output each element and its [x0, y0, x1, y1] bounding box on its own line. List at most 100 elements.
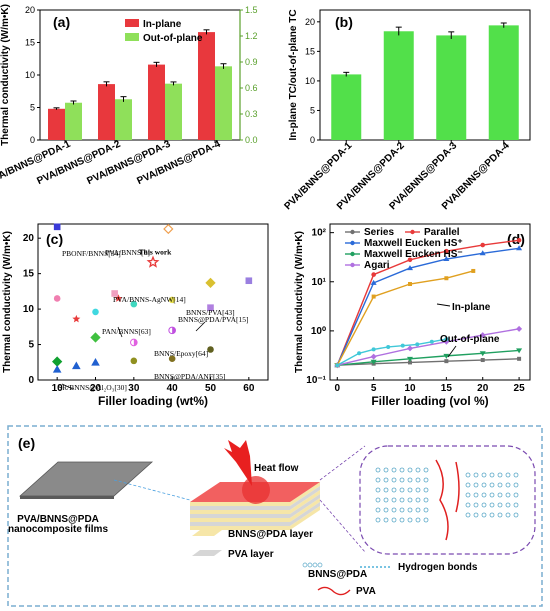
series-marker: [407, 345, 413, 352]
guide-line: [319, 499, 366, 553]
bar-in-plane: [148, 64, 165, 140]
bnns-node: [375, 517, 381, 523]
x-tick-label: PVA/BNNS@PDA-4: [135, 139, 222, 187]
y-tick-label: 10: [305, 76, 315, 86]
legend-marker: [410, 229, 415, 235]
bar-out-of-plane: [115, 99, 132, 140]
y-tick-label: 15: [25, 38, 35, 48]
data-point: [168, 355, 176, 363]
series-marker: [517, 356, 522, 361]
legend-swatch-bnns-layer: [192, 530, 222, 536]
panel-label: (b): [335, 14, 353, 30]
legend-swatch-pva-layer: [192, 550, 222, 556]
film-edge: [20, 496, 114, 499]
y-tick-label: 10: [25, 70, 35, 80]
heat-flow-label: Heat flow: [254, 463, 299, 474]
block-layer: [190, 490, 320, 514]
annotation-arrow: [436, 303, 451, 307]
bnns-node: [415, 497, 421, 503]
bnns-node: [497, 482, 503, 488]
bnns-node: [399, 497, 405, 503]
legend-swatch-in-plane: [125, 19, 139, 27]
series-marker: [407, 356, 413, 362]
bnns-node: [473, 492, 479, 498]
bnns-node: [375, 467, 381, 473]
series-marker: [480, 242, 486, 248]
data-point-half: [172, 327, 176, 334]
data-point: [130, 357, 138, 365]
data-point: [111, 290, 118, 297]
x-tick-label: 0: [334, 383, 340, 394]
y-tick-label: 10: [23, 304, 35, 315]
legend-label: Parallel: [424, 227, 460, 238]
point-annotation: PAN/BNNS[63]: [102, 327, 151, 336]
legend-label-hbond: Hydrogen bonds: [398, 562, 478, 573]
bnns-node: [513, 472, 519, 478]
bnns-node: [375, 497, 381, 503]
bnns-node: [473, 472, 479, 478]
x-tick-label: 5: [371, 383, 377, 394]
bar: [488, 25, 519, 141]
bnns-node: [391, 477, 397, 483]
bnns-node: [481, 492, 487, 498]
point-annotation: PVA/BNNS[6]: [105, 248, 150, 257]
legend-label-pva-layer: PVA layer: [228, 549, 274, 560]
bnns-node: [423, 497, 429, 503]
bnns-node: [481, 512, 487, 518]
bnns-node: [465, 512, 471, 518]
y-tick-label: 10¹: [312, 277, 327, 288]
pva-chain: [435, 459, 449, 541]
bnns-node: [497, 472, 503, 478]
bar-out-of-plane: [165, 83, 182, 140]
bnns-node: [391, 497, 397, 503]
bnns-node: [465, 482, 471, 488]
point-annotation: BNNS@PDA/PVA[15]: [178, 315, 249, 324]
x-tick-label: 15: [441, 383, 453, 394]
legend-swatch-pva: [317, 586, 351, 596]
data-point: [114, 294, 123, 302]
x-tick-label: 50: [205, 383, 217, 394]
legend-label: Maxwell Eucken HS⁻: [364, 249, 463, 260]
series-marker: [479, 351, 486, 357]
bnns-node: [375, 507, 381, 513]
data-point: [207, 304, 214, 311]
legend-label-pva: PVA: [356, 586, 376, 597]
legend-label-bnns-layer: BNNS@PDA layer: [228, 529, 313, 540]
y2-tick-label: 0.0: [245, 135, 258, 145]
guide-line: [319, 445, 366, 481]
legend-label: Agari: [364, 260, 390, 271]
y-tick-label: 5: [28, 340, 34, 351]
series-marker: [370, 353, 377, 360]
bnns-node: [505, 472, 511, 478]
legend-swatch-bnns: [302, 562, 308, 568]
x-tick-label: 25: [514, 383, 526, 394]
bnns-node: [415, 467, 421, 473]
series-marker: [370, 359, 377, 365]
bnns-node: [465, 472, 471, 478]
heat-flow-flame: [224, 440, 252, 486]
data-point: [168, 296, 176, 304]
series-marker: [471, 268, 476, 273]
legend-swatch-bnns: [307, 562, 313, 568]
bar-out-of-plane: [65, 102, 82, 140]
y-axis-label: Thermal conductivity (W/m•K): [294, 231, 305, 373]
x-tick-label: 40: [167, 383, 179, 394]
y-axis-label: Thermal conductivity (W/m•K): [0, 4, 11, 146]
x-axis-label: Filler loading (vol %): [371, 394, 488, 408]
bar: [436, 35, 467, 141]
series-marker: [407, 257, 413, 263]
series-marker: [479, 332, 486, 339]
data-point: [92, 308, 99, 316]
legend-label-out-of-plane: Out-of-plane: [143, 33, 203, 44]
annotation-arrow: [447, 345, 457, 358]
bnns-node: [391, 487, 397, 493]
bnns-node: [505, 502, 511, 508]
bnns-node: [489, 512, 495, 518]
legend-label-bnns: BNNS@PDA: [308, 569, 367, 580]
point-annotation: PVA/BNNS-AgNW[14]: [113, 295, 186, 304]
legend-label: Maxwell Eucken HS⁺: [364, 238, 463, 249]
bnns-node: [423, 477, 429, 483]
